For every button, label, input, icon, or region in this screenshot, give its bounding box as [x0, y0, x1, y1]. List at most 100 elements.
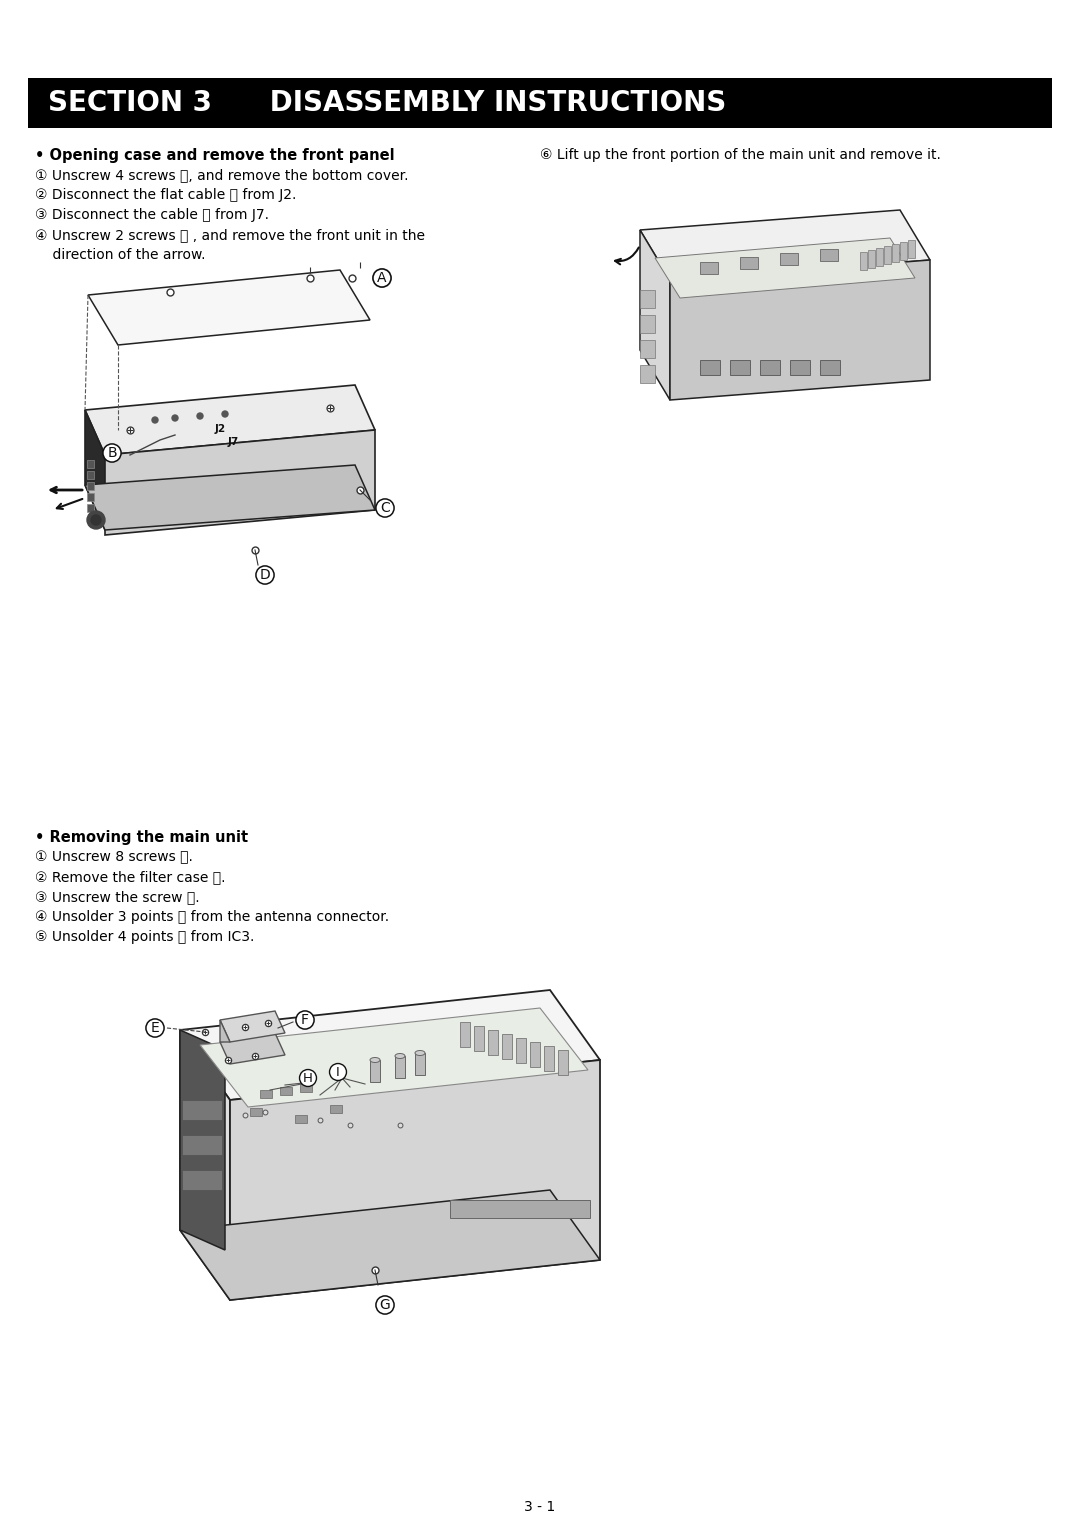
Bar: [280, 1086, 292, 1096]
Bar: [908, 240, 915, 258]
Text: ③ Unscrew the screw Ⓖ.: ③ Unscrew the screw Ⓖ.: [35, 889, 200, 905]
Bar: [87, 471, 94, 478]
Circle shape: [222, 411, 228, 417]
Bar: [260, 1089, 272, 1099]
Bar: [502, 1034, 512, 1059]
Bar: [868, 251, 875, 267]
Bar: [370, 1060, 380, 1082]
Bar: [640, 315, 654, 333]
Bar: [860, 252, 867, 270]
Text: ③ Disconnect the cable Ⓒ from J7.: ③ Disconnect the cable Ⓒ from J7.: [35, 208, 269, 222]
Bar: [876, 248, 883, 266]
Bar: [820, 249, 838, 261]
Text: ④ Unscrew 2 screws Ⓓ , and remove the front unit in the: ④ Unscrew 2 screws Ⓓ , and remove the fr…: [35, 228, 426, 241]
Bar: [789, 361, 810, 374]
Bar: [415, 1053, 426, 1076]
Text: J7: J7: [228, 437, 240, 448]
Bar: [474, 1025, 484, 1051]
Bar: [900, 241, 907, 260]
Polygon shape: [654, 238, 915, 298]
Polygon shape: [230, 1060, 600, 1300]
Ellipse shape: [395, 1053, 405, 1059]
Text: ⑤ Unsolder 4 points Ⓘ from IC3.: ⑤ Unsolder 4 points Ⓘ from IC3.: [35, 931, 255, 944]
Bar: [330, 1105, 342, 1112]
Bar: [640, 365, 654, 384]
Polygon shape: [87, 270, 370, 345]
Polygon shape: [85, 410, 105, 530]
Bar: [395, 1056, 405, 1077]
Bar: [885, 246, 891, 264]
Ellipse shape: [415, 1051, 426, 1056]
Polygon shape: [670, 260, 930, 400]
Bar: [183, 1100, 222, 1120]
Polygon shape: [220, 1021, 230, 1042]
Bar: [760, 361, 780, 374]
Bar: [183, 1135, 222, 1155]
Bar: [295, 1115, 307, 1123]
Bar: [450, 1199, 590, 1218]
Polygon shape: [640, 209, 930, 280]
Bar: [640, 341, 654, 358]
Bar: [460, 1022, 470, 1047]
Polygon shape: [180, 990, 600, 1100]
Bar: [700, 261, 718, 274]
Bar: [183, 1170, 222, 1190]
Polygon shape: [200, 1008, 588, 1106]
Bar: [87, 504, 94, 512]
Polygon shape: [85, 385, 375, 455]
Bar: [700, 361, 720, 374]
Bar: [892, 244, 899, 261]
Bar: [544, 1047, 554, 1071]
Bar: [558, 1050, 568, 1076]
Circle shape: [172, 416, 178, 422]
Bar: [820, 361, 840, 374]
Bar: [530, 1042, 540, 1067]
Text: C: C: [380, 501, 390, 515]
Text: ④ Unsolder 3 points Ⓗ from the antenna connector.: ④ Unsolder 3 points Ⓗ from the antenna c…: [35, 911, 389, 924]
Text: 3 - 1: 3 - 1: [525, 1500, 555, 1514]
Text: ② Remove the filter case Ⓕ.: ② Remove the filter case Ⓕ.: [35, 869, 226, 885]
Polygon shape: [85, 465, 375, 530]
Bar: [488, 1030, 498, 1054]
Text: • Removing the main unit: • Removing the main unit: [35, 830, 248, 845]
Polygon shape: [180, 1030, 225, 1250]
Polygon shape: [640, 231, 670, 400]
Text: D: D: [259, 568, 270, 582]
Bar: [87, 460, 94, 468]
Polygon shape: [220, 1012, 285, 1042]
Text: SECTION 3      DISASSEMBLY INSTRUCTIONS: SECTION 3 DISASSEMBLY INSTRUCTIONS: [48, 89, 726, 118]
Circle shape: [87, 510, 105, 529]
Circle shape: [91, 515, 102, 526]
Text: ⑥ Lift up the front portion of the main unit and remove it.: ⑥ Lift up the front portion of the main …: [540, 148, 941, 162]
Text: direction of the arrow.: direction of the arrow.: [35, 248, 205, 261]
Circle shape: [197, 413, 203, 419]
Bar: [516, 1038, 526, 1063]
Bar: [249, 1108, 262, 1115]
Text: E: E: [150, 1021, 160, 1034]
Text: J2: J2: [215, 423, 226, 434]
Text: ① Unscrew 8 screws Ⓔ.: ① Unscrew 8 screws Ⓔ.: [35, 850, 193, 863]
Polygon shape: [220, 1033, 285, 1063]
Polygon shape: [180, 1030, 230, 1300]
Bar: [740, 257, 758, 269]
Bar: [730, 361, 750, 374]
Text: A: A: [377, 270, 387, 286]
Text: • Opening case and remove the front panel: • Opening case and remove the front pane…: [35, 148, 394, 163]
Polygon shape: [105, 429, 375, 535]
Text: F: F: [301, 1013, 309, 1027]
Bar: [640, 290, 654, 309]
Text: ① Unscrew 4 screws Ⓐ, and remove the bottom cover.: ① Unscrew 4 screws Ⓐ, and remove the bot…: [35, 168, 408, 182]
Ellipse shape: [370, 1057, 380, 1062]
Text: B: B: [107, 446, 117, 460]
Polygon shape: [180, 1190, 600, 1300]
Bar: [87, 494, 94, 501]
Text: H: H: [303, 1071, 313, 1085]
Text: ② Disconnect the flat cable Ⓑ from J2.: ② Disconnect the flat cable Ⓑ from J2.: [35, 188, 296, 202]
Bar: [87, 481, 94, 490]
FancyBboxPatch shape: [28, 78, 1052, 128]
Bar: [300, 1083, 312, 1093]
Text: I: I: [336, 1065, 340, 1079]
Bar: [780, 254, 798, 264]
Circle shape: [152, 417, 158, 423]
Text: G: G: [380, 1297, 390, 1313]
